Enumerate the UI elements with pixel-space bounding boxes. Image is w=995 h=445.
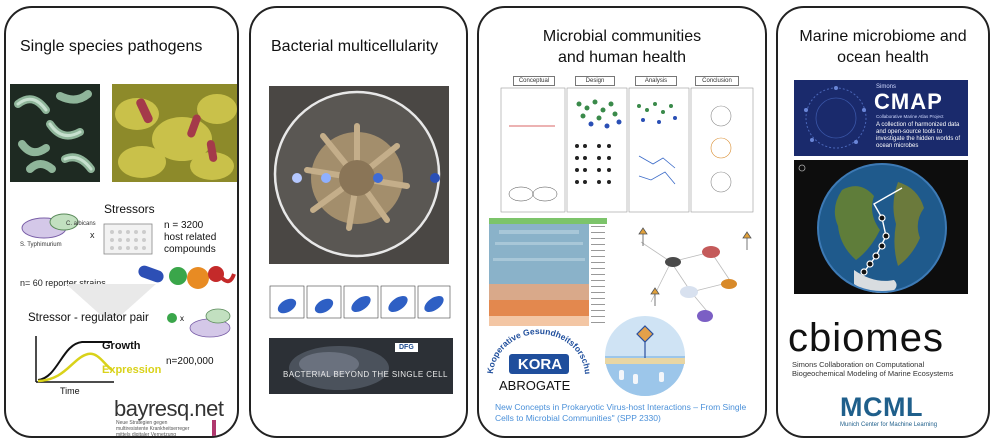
study-design-figure: Conceptual Design Analysis Conclusion (499, 76, 755, 216)
kora-logo: Kooperative Gesundheitsforschung in der … (485, 320, 591, 375)
time-axis-label: Time (60, 386, 80, 396)
dfg-logo: DFG (395, 343, 418, 352)
cross-symbol: x (90, 230, 95, 240)
reporter-strains-label: n= 60 reporter strains (20, 278, 106, 288)
column-analysis: Analysis (635, 76, 677, 86)
growth-label: Growth (102, 340, 141, 352)
cmap-description: A collection of harmonized data and open… (876, 122, 961, 149)
salmonella-reporter-illustration (21, 213, 79, 239)
stressor-regulator-pair-label: Stressor - regulator pair (28, 312, 149, 324)
colony-petri-dish-image (269, 86, 449, 264)
svg-text:x: x (180, 314, 184, 323)
panel-title: Bacterial multicellularity (271, 38, 439, 55)
banner-texture (289, 346, 389, 390)
panel-single-species-pathogens: Single species pathogens S. Typhimurium … (4, 6, 239, 438)
bayresq-logo: bayresq.net (114, 396, 224, 421)
funnel-shape (66, 284, 156, 318)
panel-microbial-communities: Microbial communities and human health C… (477, 6, 767, 438)
organism-a-label: S. Typhimurium (20, 242, 62, 248)
scatter-plot-strip (269, 285, 451, 319)
globe-graphic (798, 163, 947, 293)
compound-examples-icons (138, 265, 236, 289)
column-conceptual: Conceptual (513, 76, 555, 86)
bayresq-accent-bar (212, 420, 216, 436)
panel-marine-microbiome: Marine microbiome and ocean health Simon… (776, 6, 990, 438)
cmap-circle-graphic (804, 86, 867, 149)
cmap-brand: Simons (876, 84, 897, 90)
expression-label: Expression (102, 364, 162, 376)
spp-2330-logo (605, 316, 685, 396)
kora-label: KORA (517, 356, 563, 373)
bayresq-tagline: Neue Strategien gegen multiresistente Kr… (116, 420, 190, 438)
panel-title: Single species pathogens (20, 38, 203, 55)
compound-library-icon (103, 223, 153, 255)
abundance-heatmap (489, 218, 607, 326)
organism-b-label: C. albicans (66, 221, 96, 227)
abrogate-label: ABROGATE (499, 378, 571, 393)
growth-expression-plot (35, 336, 114, 383)
pathogen-micrograph-left (10, 84, 100, 182)
pair-illustration: x (167, 308, 231, 338)
cbiomes-logo: cbiomes (788, 316, 944, 360)
total-count-label: n=200,000 (166, 356, 214, 367)
panel-bacterial-multicellularity: Bacterial multicellularity (249, 6, 468, 438)
cbiomes-subtitle: Simons Collaboration on Computational Bi… (792, 360, 954, 378)
panel-title: Marine microbiome and ocean health (799, 28, 967, 66)
mcml-logo: MCML (840, 392, 923, 422)
cmap-title: CMAP (874, 89, 943, 114)
ocean-globe-image (794, 160, 968, 294)
host-compounds-label: n = 3200 host related compounds (164, 220, 217, 255)
column-conclusion: Conclusion (695, 76, 739, 86)
mcml-subtitle: Munich Center for Machine Learning (840, 422, 938, 428)
banner-text: BACTERIAL BEYOND THE SINGLE CELL (283, 370, 448, 379)
dfg-banner: DFG BACTERIAL BEYOND THE SINGLE CELL (269, 338, 453, 394)
cmap-subtitle: Collaborative Marine Atlas Project (876, 114, 944, 119)
virus-host-network (638, 227, 752, 322)
spp-caption: New Concepts in Prokaryotic Virus-host I… (495, 402, 747, 423)
study-design-graphics (500, 87, 754, 213)
pathogen-micrograph-right (112, 84, 237, 182)
column-design: Design (575, 76, 615, 86)
stressors-label: Stressors (104, 202, 155, 216)
panel-title: Microbial communities and human health (542, 28, 702, 66)
cmap-banner: Simons CMAP Collaborative Marine Atlas P… (794, 80, 968, 156)
